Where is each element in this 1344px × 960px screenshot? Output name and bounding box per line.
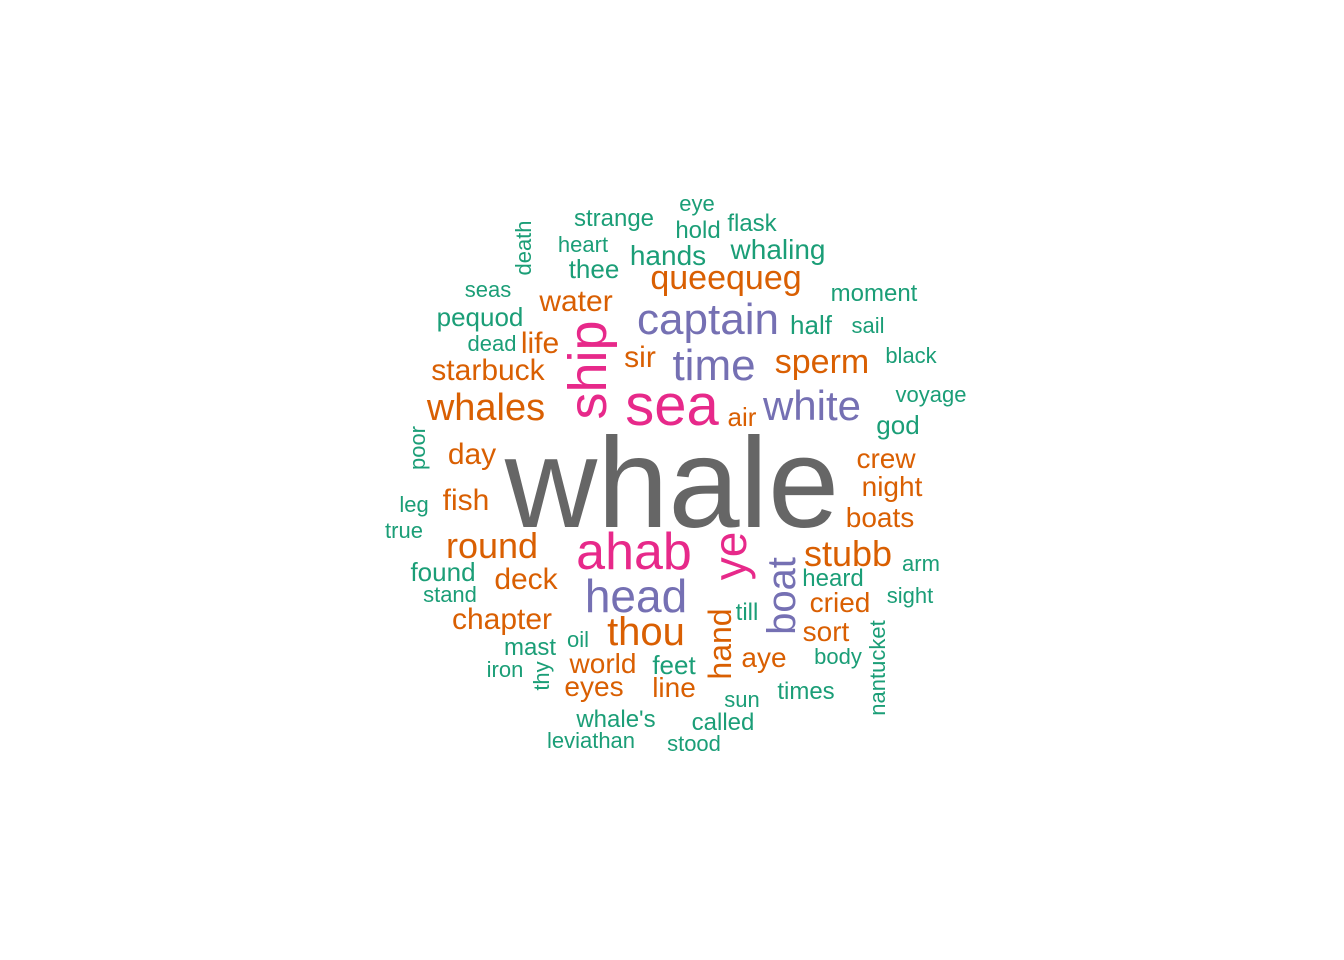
word-hold: hold: [675, 217, 721, 244]
word-ship: ship: [558, 320, 618, 420]
word-stubb: stubb: [803, 533, 893, 574]
word-whale: whale: [504, 412, 840, 555]
word-stand: stand: [423, 582, 477, 607]
word-leg: leg: [399, 492, 429, 517]
word-voyage: voyage: [895, 382, 967, 407]
word-day: day: [447, 438, 497, 471]
word-queequeg: queequeg: [650, 259, 802, 297]
word-line: line: [652, 672, 696, 703]
word-aye: aye: [741, 642, 787, 673]
word-seas: seas: [464, 277, 512, 302]
word-deck: deck: [494, 563, 558, 596]
word-hand: hand: [702, 608, 738, 680]
word-fish: fish: [442, 484, 490, 517]
word-boats: boats: [845, 502, 915, 533]
word-found: found: [410, 557, 476, 587]
word-body: body: [814, 644, 862, 669]
word-chapter: chapter: [451, 603, 553, 636]
word-leviathan: leviathan: [546, 728, 636, 753]
word-thy: thy: [529, 661, 554, 691]
word-sun: sun: [724, 687, 760, 712]
word-dead: dead: [467, 331, 517, 356]
word-moment: moment: [830, 280, 918, 307]
word-boat: boat: [760, 557, 804, 635]
word-ahab: ahab: [576, 523, 692, 581]
word-whaling: whaling: [730, 234, 826, 265]
word-sea: sea: [625, 373, 719, 438]
word-white: white: [762, 382, 862, 429]
word-sight: sight: [886, 583, 934, 608]
word-heard: heard: [802, 565, 864, 592]
word-times: times: [777, 678, 835, 705]
word-called: called: [691, 709, 755, 736]
word-sperm: sperm: [774, 343, 870, 381]
word-sort: sort: [802, 616, 850, 647]
word-life: life: [520, 327, 560, 360]
word-death: death: [511, 220, 536, 276]
word-strange: strange: [573, 205, 655, 232]
word-sir: sir: [624, 341, 656, 374]
word-whale-s: whale's: [576, 706, 656, 733]
word-hands: hands: [629, 240, 707, 271]
word-water: water: [539, 285, 613, 318]
word-head: head: [584, 570, 688, 622]
word-sail: sail: [851, 313, 885, 338]
word-eyes: eyes: [564, 671, 624, 702]
word-starbuck: starbuck: [431, 354, 545, 387]
word-world: world: [569, 648, 637, 679]
word-mast: mast: [503, 634, 557, 661]
word-feet: feet: [652, 650, 696, 680]
word-god: god: [876, 410, 920, 440]
word-cried: cried: [809, 587, 871, 618]
word-till: till: [735, 599, 759, 626]
word-true: true: [385, 518, 423, 543]
word-whales: whales: [426, 387, 546, 429]
word-air: air: [727, 402, 757, 432]
word-ye: ye: [704, 531, 756, 581]
word-thou: thou: [607, 610, 685, 654]
word-black: black: [885, 343, 937, 368]
word-nantucket: nantucket: [865, 620, 890, 716]
word-poor: poor: [405, 425, 430, 471]
word-half: half: [790, 310, 832, 340]
word-thee: thee: [568, 254, 620, 284]
word-round: round: [445, 525, 539, 566]
word-time: time: [672, 341, 756, 390]
word-arm: arm: [902, 551, 940, 576]
word-heart: heart: [557, 232, 609, 257]
word-night: night: [861, 471, 923, 502]
word-stood: stood: [667, 731, 721, 756]
word-eye: eye: [679, 191, 715, 216]
word-iron: iron: [486, 657, 524, 682]
word-crew: crew: [856, 443, 916, 474]
word-captain: captain: [637, 295, 779, 344]
word-flask: flask: [727, 210, 777, 237]
word-pequod: pequod: [436, 302, 524, 332]
word-oil: oil: [566, 627, 590, 652]
